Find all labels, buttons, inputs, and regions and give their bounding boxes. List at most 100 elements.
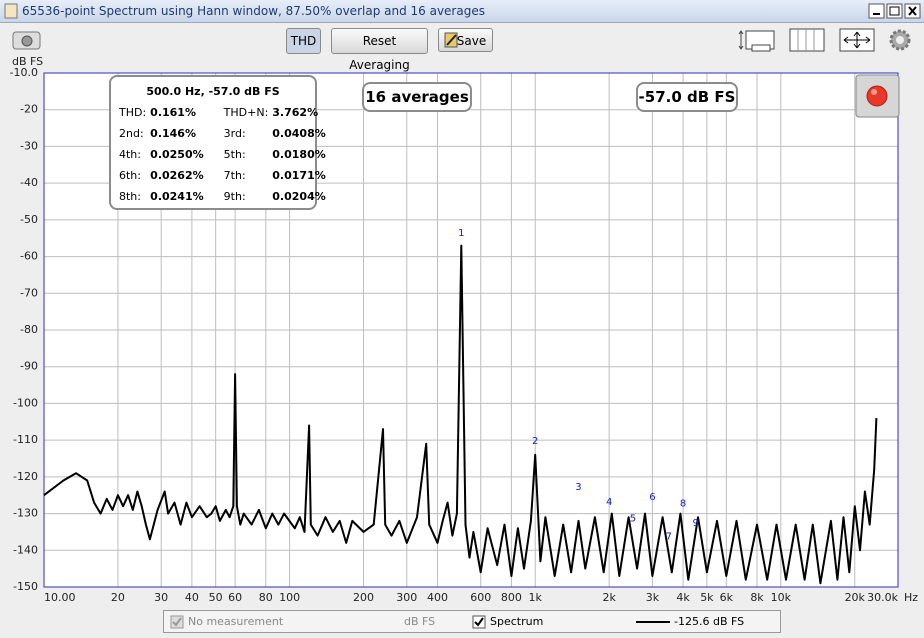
thd-row: 6th: 0.0262% 7th: 0.0171% bbox=[117, 165, 328, 186]
plot-border bbox=[43, 72, 899, 588]
x-axis-label: Hz bbox=[904, 591, 918, 604]
thd-row: 4th: 0.0250% 5th: 0.0180% bbox=[117, 144, 328, 165]
thd-value: 0.0408% bbox=[272, 127, 326, 140]
view-controls[interactable] bbox=[738, 27, 914, 55]
x-tick-label: 10.00 bbox=[44, 591, 76, 604]
x-tick-label: 30.0k bbox=[867, 591, 898, 604]
y-tick-label: -30 bbox=[20, 139, 38, 152]
harmonic-marker: 2 bbox=[532, 436, 538, 447]
thd-label: 2nd: bbox=[119, 127, 144, 140]
thd-row: 8th: 0.0241% 9th: 0.0204% bbox=[117, 186, 328, 207]
harmonic-marker: 5 bbox=[630, 513, 636, 524]
y-tick-label: -20 bbox=[20, 103, 38, 116]
y-tick-label: -10.0 bbox=[10, 66, 38, 79]
thd-value: 0.146% bbox=[150, 127, 196, 140]
level-readout: -57.0 dB FS bbox=[636, 82, 738, 112]
thd-info-panel: 500.0 Hz, -57.0 dB FS THD: 0.161% THD+N: 3.… bbox=[109, 75, 326, 210]
title-bar: 65536-point Spectrum using Hann window, … bbox=[0, 0, 924, 23]
thd-label: 4th: bbox=[119, 148, 141, 161]
y-tick-label: -130 bbox=[13, 507, 38, 520]
thd-label: 8th: bbox=[119, 190, 141, 203]
thd-label: THD+N: bbox=[223, 106, 269, 119]
thd-value: 0.0204% bbox=[272, 190, 326, 203]
harmonic-marker: 1 bbox=[458, 228, 464, 239]
averages-readout: 16 averages bbox=[362, 82, 472, 112]
thd-label: 5th: bbox=[223, 148, 246, 161]
y-tick-label: -100 bbox=[13, 396, 38, 409]
camera-button[interactable] bbox=[12, 29, 42, 51]
y-tick-label: -50 bbox=[20, 213, 38, 226]
y-tick-label: -140 bbox=[13, 543, 38, 556]
x-tick-label: 400 bbox=[427, 591, 448, 604]
no-measurement-label: No measurement bbox=[188, 615, 284, 628]
harmonic-marker: 6 bbox=[649, 492, 655, 503]
thd-label: THD: bbox=[119, 106, 147, 119]
x-tick-label: 800 bbox=[501, 591, 522, 604]
x-tick-label: 6k bbox=[720, 591, 734, 604]
x-tick-label: 4k bbox=[676, 591, 690, 604]
x-tick-label: 20 bbox=[111, 591, 125, 604]
x-tick-label: 60 bbox=[228, 591, 242, 604]
x-tick-label: 300 bbox=[396, 591, 417, 604]
x-tick-label: 10k bbox=[771, 591, 792, 604]
harmonic-marker: 4 bbox=[606, 497, 612, 508]
thd-value: 0.0180% bbox=[272, 148, 326, 161]
thd-label: 6th: bbox=[119, 169, 141, 182]
x-tick-label: 3k bbox=[646, 591, 660, 604]
app-icon bbox=[4, 3, 18, 19]
harmonic-marker: 9 bbox=[692, 518, 698, 529]
spectrum-line bbox=[43, 244, 878, 585]
legend-readout: -125.6 dB FS bbox=[674, 615, 745, 628]
x-tick-label: 80 bbox=[259, 591, 273, 604]
thd-value: 0.0250% bbox=[150, 148, 204, 161]
thd-value: 0.0262% bbox=[150, 169, 204, 182]
info-header: 500.0 Hz, -57.0 dB FS bbox=[146, 85, 280, 98]
x-tick-label: 2k bbox=[602, 591, 616, 604]
legend-swatch bbox=[636, 621, 670, 623]
y-tick-label: -110 bbox=[13, 433, 38, 446]
x-tick-label: 100 bbox=[279, 591, 300, 604]
x-tick-label: 1k bbox=[529, 591, 543, 604]
thd-label: 9th: bbox=[223, 190, 246, 203]
thd-value: 3.762% bbox=[272, 106, 319, 119]
legend: No measurement dB FS Spectrum -125.6 dB … bbox=[163, 610, 781, 633]
x-tick-label: 50 bbox=[209, 591, 223, 604]
x-tick-label: 40 bbox=[185, 591, 199, 604]
y-tick-label: -40 bbox=[20, 176, 38, 189]
x-tick-label: 30 bbox=[154, 591, 168, 604]
y-tick-label: -90 bbox=[20, 360, 38, 373]
thd-value: 0.0241% bbox=[150, 190, 204, 203]
record-button[interactable] bbox=[855, 74, 900, 118]
thd-button[interactable]: THD bbox=[286, 28, 321, 54]
y-tick-label: -150 bbox=[13, 580, 38, 593]
harmonic-marker: 3 bbox=[575, 482, 581, 493]
x-tick-label: 20k bbox=[845, 591, 866, 604]
y-tick-label: -60 bbox=[20, 250, 38, 263]
y-tick-label: -70 bbox=[20, 286, 38, 299]
window-controls[interactable] bbox=[868, 3, 922, 19]
y-axis-label: dB FS bbox=[12, 55, 43, 68]
no-measurement-checkbox[interactable] bbox=[170, 615, 184, 629]
y-tick-label: -120 bbox=[13, 470, 38, 483]
thd-value: 0.0171% bbox=[272, 169, 326, 182]
thd-label: 3rd: bbox=[223, 127, 246, 140]
reset-averaging-button[interactable]: Reset Averaging bbox=[331, 28, 428, 72]
window-title: 65536-point Spectrum using Hann window, … bbox=[22, 4, 485, 18]
thd-row: THD: 0.161% THD+N: 3.762% bbox=[117, 102, 328, 123]
x-tick-label: 600 bbox=[470, 591, 491, 604]
thd-row: 2nd: 0.146% 3rd: 0.0408% bbox=[117, 123, 328, 144]
legend-units: dB FS bbox=[404, 615, 436, 628]
thd-label: 7th: bbox=[223, 169, 246, 182]
spectrum-checkbox[interactable] bbox=[472, 615, 486, 629]
harmonic-marker: 8 bbox=[680, 498, 686, 509]
x-tick-label: 200 bbox=[353, 591, 374, 604]
y-tick-label: -80 bbox=[20, 323, 38, 336]
thd-table: THD: 0.161% THD+N: 3.762% 2nd: 0.146% 3rd: 0.04… bbox=[117, 102, 328, 207]
x-tick-label: 8k bbox=[750, 591, 764, 604]
x-tick-label: 5k bbox=[700, 591, 714, 604]
harmonic-marker: 7 bbox=[666, 531, 672, 542]
legend-series-name: Spectrum bbox=[490, 615, 544, 628]
save-icon bbox=[444, 32, 458, 48]
thd-value: 0.161% bbox=[150, 106, 196, 119]
